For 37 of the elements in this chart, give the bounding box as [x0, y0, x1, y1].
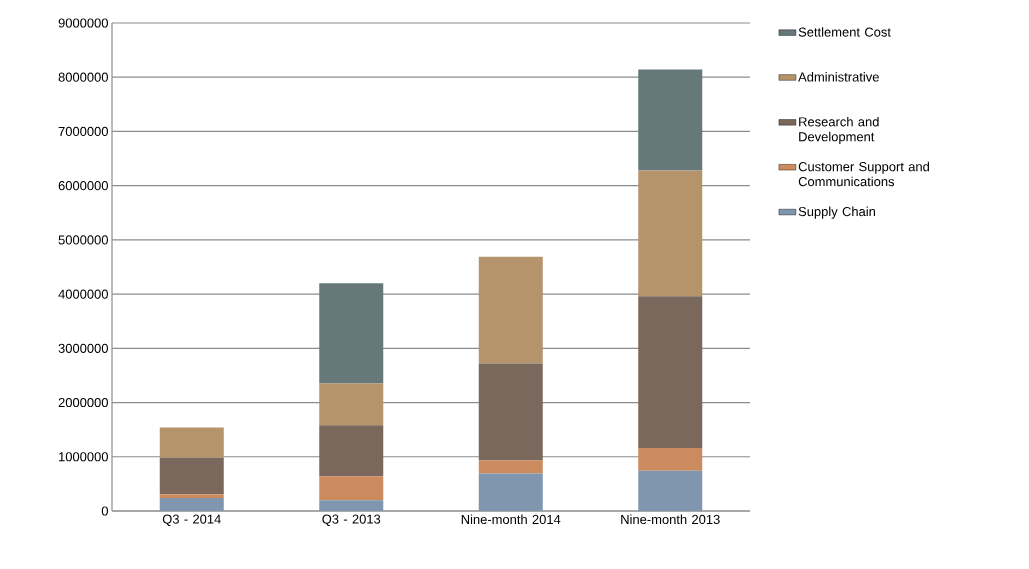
y-tick-label: 6000000	[58, 181, 108, 191]
y-tick-label: 2000000	[58, 397, 108, 408]
bar	[319, 500, 384, 511]
bar	[478, 256, 543, 364]
bar	[319, 383, 384, 426]
x-tick-label: Q3 - 2013	[322, 514, 381, 526]
bar	[638, 448, 703, 471]
bar	[319, 425, 384, 477]
bar	[638, 296, 703, 449]
legend-label: Supply Chain	[798, 206, 875, 219]
x-tick-label: Nine-month 2013	[621, 514, 720, 525]
bar	[478, 473, 543, 511]
bar	[478, 460, 543, 474]
y-tick-label: 8000000	[58, 72, 108, 82]
bar	[319, 476, 384, 501]
legend-label: Research and Development	[799, 116, 879, 144]
x-tick-label: Q3 - 2014	[162, 514, 221, 526]
y-tick-label: 4000000	[58, 289, 108, 299]
bar	[638, 470, 703, 511]
legend-label: Customer Support and Communications	[798, 161, 929, 187]
y-tick-label: 3000000	[58, 343, 108, 353]
legend-label: Administrative	[798, 72, 879, 82]
bar	[638, 170, 703, 297]
bar	[478, 363, 543, 461]
bar	[159, 427, 224, 458]
bar	[638, 69, 703, 171]
y-tick-label: 7000000	[58, 126, 108, 137]
bar	[159, 497, 224, 511]
bar	[319, 283, 384, 384]
y-tick-label: 1000000	[59, 452, 108, 462]
y-tick-label: 9000000	[58, 18, 108, 28]
bar	[159, 457, 224, 495]
y-tick-label: 5000000	[58, 235, 108, 245]
y-tick-label: 0	[101, 506, 108, 516]
legend-label: Settlement Cost	[798, 27, 891, 37]
bar	[159, 494, 224, 498]
x-tick-label: Nine-month 2014	[461, 514, 561, 525]
